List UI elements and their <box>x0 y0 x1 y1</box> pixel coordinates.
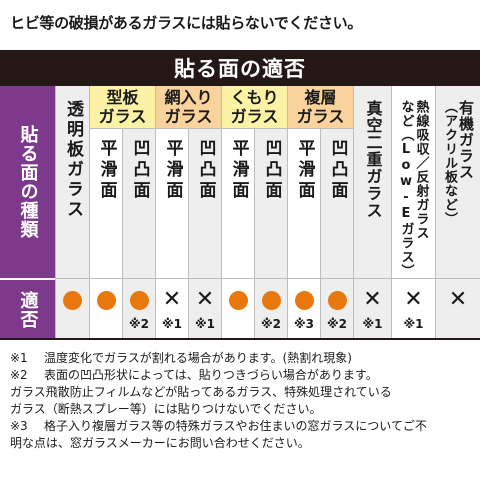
sub-header-bumpy: 凹凸面 <box>254 128 287 278</box>
suitable-circle-icon <box>227 289 249 311</box>
caution-note: ヒビ等の破損があるガラスには貼らないでください。 <box>10 14 363 32</box>
suitable-circle-icon <box>95 289 117 311</box>
note-reference: ※1 <box>194 317 215 331</box>
group-header-frosted: くもり ガラス <box>221 86 287 128</box>
footnotes: ※1 温度変化でガラスが割れる場合があります。(熱割れ現象) ※2 表面の凹凸形… <box>10 350 475 452</box>
col-label: 凹凸面 <box>195 139 216 202</box>
footnote-text: 温度変化でガラスが割れる場合があります。(熱割れ現象) <box>44 351 352 365</box>
col-label: 平滑面 <box>96 139 117 202</box>
note-reference: ※1 <box>362 317 383 331</box>
col-header-clear-glass: 透明板ガラス <box>55 86 89 278</box>
col-label-group: 有機ガラス （アクリル板など） <box>442 100 475 278</box>
suitability-table: 貼る面の適否 貼る面の種類 適否 透明板ガラス 真空二重ガラス 熱線吸収／反射ガ… <box>0 50 480 340</box>
sub-header-bumpy: 凹凸面 <box>122 128 155 278</box>
suitable-circle-icon <box>293 289 315 311</box>
footnote-2: ※2 表面の凹凸形状によっては、貼りつきづらい場合があります。 <box>10 367 475 384</box>
col-label: 凹凸面 <box>129 139 150 202</box>
suitable-circle-icon <box>260 289 282 311</box>
col-label: （アクリル板など） <box>442 100 457 226</box>
col-label: 有機ガラス <box>457 100 475 180</box>
footnote-3: ※3 格子入り複層ガラス等の特殊ガラスやお住まいの窓ガラスについてご不 <box>10 418 475 435</box>
col-label: 平滑面 <box>162 139 183 202</box>
table-title: 貼る面の適否 <box>0 50 480 86</box>
footnote-text: 格子入り複層ガラス等の特殊ガラスやお住まいの窓ガラスについてご不 <box>44 419 427 433</box>
suitability-cell: ※2 <box>122 278 155 340</box>
footnote-text: 明な点は、窓ガラスメーカーにお問い合わせください。 <box>10 436 310 450</box>
suitable-circle-icon <box>326 289 348 311</box>
footnote-mark: ※2 <box>10 368 28 382</box>
col-label: 凹凸面 <box>261 139 282 202</box>
sub-header-bumpy: 凹凸面 <box>320 128 353 278</box>
suitability-cell: ※2 <box>254 278 287 340</box>
note-reference: ※2 <box>260 317 281 331</box>
unsuitable-cross-icon: ✕ <box>195 287 215 312</box>
note-reference: ※3 <box>293 317 314 331</box>
sub-header-flat: 平滑面 <box>89 128 122 278</box>
col-label-group: 熱線吸収／反射ガラス など（Low-Eガラス） <box>398 100 429 278</box>
unsuitable-cross-icon: ✕ <box>404 287 423 312</box>
footnote-text: 表面の凹凸形状によっては、貼りつきづらい場合があります。 <box>44 368 378 382</box>
group-header-patterned: 型板 ガラス <box>89 86 155 128</box>
suitability-cell: ✕ ※1 <box>353 278 391 340</box>
row-header-types-label: 貼る面の種類 <box>17 125 39 239</box>
col-label: 透明板ガラス <box>63 100 83 220</box>
group-header-wired: 網入り ガラス <box>155 86 221 128</box>
col-label: 真空二重ガラス <box>363 100 383 219</box>
suitability-cell <box>55 278 89 340</box>
col-header-vacuum-glass: 真空二重ガラス <box>353 86 391 278</box>
table-bottom-rule <box>0 338 480 340</box>
suitability-cell: ※3 <box>287 278 320 340</box>
col-label: など（Low-Eガラス） <box>398 100 414 278</box>
sub-header-flat: 平滑面 <box>221 128 254 278</box>
suitability-cell: ※2 <box>320 278 353 340</box>
suitability-cell: ✕ ※1 <box>155 278 188 340</box>
col-header-low-e-glass: 熱線吸収／反射ガラス など（Low-Eガラス） <box>391 86 435 278</box>
footnote-text: ガラス飛散防止フィルムなどが貼ってあるガラス、特殊処理されている <box>10 385 392 399</box>
footnote-text: ガラス（断熱スプレー等）には貼りつけないでください。 <box>10 402 322 416</box>
suitable-circle-icon <box>62 289 84 311</box>
sub-header-flat: 平滑面 <box>155 128 188 278</box>
footnote-mark: ※3 <box>10 419 28 433</box>
unsuitable-cross-icon: ✕ <box>162 287 182 312</box>
note-reference: ※2 <box>326 317 347 331</box>
unsuitable-cross-icon: ✕ <box>363 287 382 312</box>
note-reference: ※1 <box>403 317 424 331</box>
suitability-cell: ✕ ※1 <box>188 278 221 340</box>
footnote-1: ※1 温度変化でガラスが割れる場合があります。(熱割れ現象) <box>10 350 475 367</box>
col-label: 熱線吸収／反射ガラス <box>413 100 429 240</box>
footnote-mark: ※1 <box>10 351 28 365</box>
col-header-organic-glass: 有機ガラス （アクリル板など） <box>435 86 480 278</box>
row-header-suitability: 適否 <box>0 278 55 340</box>
suitability-cell <box>89 278 122 340</box>
col-label: 平滑面 <box>294 139 315 202</box>
row-header-suitability-label: 適否 <box>17 291 39 329</box>
note-reference: ※2 <box>128 317 149 331</box>
sub-header-bumpy: 凹凸面 <box>188 128 221 278</box>
unsuitable-cross-icon: ✕ <box>448 287 468 312</box>
group-header-double-glazed: 複層 ガラス <box>287 86 353 128</box>
sub-header-flat: 平滑面 <box>287 128 320 278</box>
suitable-circle-icon <box>128 289 150 311</box>
suitability-cell: ✕ ※1 <box>391 278 435 340</box>
row-header-types: 貼る面の種類 <box>0 86 55 278</box>
suitability-cell: ✕ <box>435 278 480 340</box>
col-label: 平滑面 <box>228 139 249 202</box>
note-reference: ※1 <box>161 317 182 331</box>
suitability-cell <box>221 278 254 340</box>
col-label: 凹凸面 <box>327 139 348 202</box>
